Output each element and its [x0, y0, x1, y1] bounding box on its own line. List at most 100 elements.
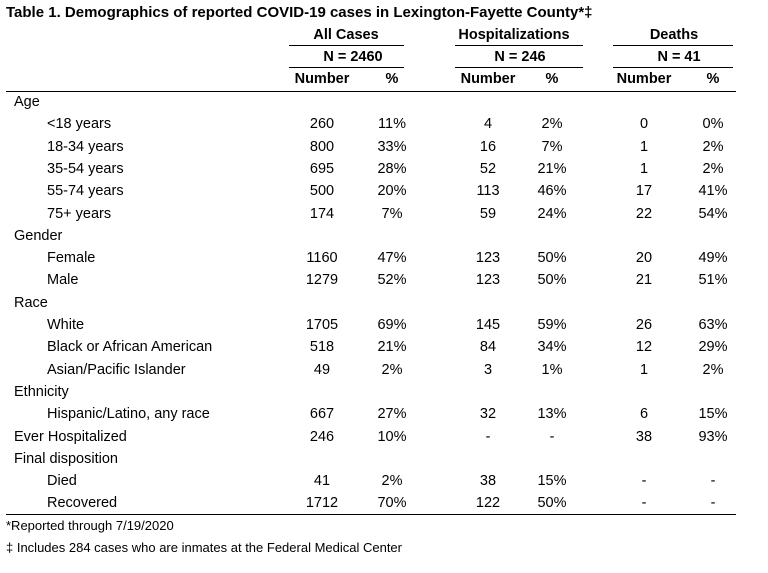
cell-percent: 7%	[541, 138, 563, 155]
group-n-all-cases: N = 2460	[323, 49, 383, 65]
cell-percent: 54%	[698, 205, 728, 222]
cell-number: 695	[309, 160, 335, 177]
cell-number: 260	[309, 116, 335, 133]
group-header-deaths: Deaths	[649, 27, 699, 43]
cell-number: 1	[639, 160, 649, 177]
header-bottom-rule	[6, 91, 736, 92]
cell-number: 145	[475, 317, 501, 333]
cell-number: 38	[635, 428, 653, 445]
row-label: Final disposition	[14, 450, 118, 467]
cell-number: 246	[309, 428, 335, 445]
cell-number: 32	[479, 406, 497, 423]
cell-percent: 13%	[537, 406, 567, 423]
row-label: Died	[47, 473, 77, 490]
row-label: Ethnicity	[14, 383, 69, 400]
cell-number: 41	[313, 473, 331, 490]
cell-percent: 0%	[702, 116, 724, 133]
cell-number: 518	[309, 339, 335, 356]
cell-percent: 1%	[541, 361, 563, 378]
cell-number: 1279	[305, 272, 339, 289]
cell-percent: 69%	[377, 317, 407, 333]
row-label: 55-74 years	[47, 183, 124, 200]
row-label: 35-54 years	[47, 160, 124, 177]
row-label: Male	[47, 272, 79, 289]
cell-percent: 33%	[377, 138, 407, 155]
row-label: <18 years	[47, 116, 112, 133]
group-n-hospitalizations: N = 246	[494, 49, 546, 65]
cell-percent: 59%	[537, 317, 567, 333]
cell-number: 1	[639, 361, 649, 378]
cell-percent: 63%	[698, 317, 728, 333]
cell-percent: 24%	[537, 205, 567, 222]
cell-percent: 7%	[381, 205, 403, 222]
cell-number: 38	[479, 473, 497, 490]
group-rule-hospitalizations	[455, 45, 583, 46]
row-label: 18-34 years	[47, 138, 124, 155]
cell-number: 20	[635, 250, 653, 267]
cell-number: 1712	[305, 495, 339, 512]
cell-percent: 52%	[377, 272, 407, 289]
cell-percent: 21%	[377, 339, 407, 356]
cell-number: -	[641, 473, 647, 490]
cell-percent: 10%	[377, 428, 407, 445]
cell-number: 123	[475, 272, 501, 289]
row-label: Race	[14, 294, 48, 311]
table-bottom-rule	[6, 514, 736, 515]
cell-percent: 2%	[541, 116, 563, 133]
cell-number: 12	[635, 339, 653, 356]
cell-percent: 41%	[698, 183, 728, 200]
cell-number: 84	[479, 339, 497, 356]
subheader-percent: %	[545, 71, 559, 87]
row-label: Black or African American	[47, 339, 213, 356]
cell-number: 17	[635, 183, 653, 200]
cell-number: 4	[483, 116, 493, 133]
cell-number: 122	[475, 495, 501, 512]
group-n-deaths: N = 41	[657, 49, 701, 65]
cell-percent: 2%	[381, 361, 403, 378]
cell-number: 1160	[306, 250, 338, 267]
cell-number: 26	[635, 317, 653, 333]
subheader-percent: %	[706, 71, 720, 87]
n-rule-all-cases	[289, 67, 404, 68]
row-label: Ever Hospitalized	[14, 428, 127, 445]
row-label: Female	[47, 250, 96, 267]
cell-percent: 50%	[537, 250, 567, 267]
cell-number: 3	[483, 361, 493, 378]
row-label: Age	[14, 94, 40, 110]
cell-percent: 21%	[537, 160, 567, 177]
cell-percent: 47%	[377, 250, 407, 267]
row-label: Hispanic/Latino, any race	[47, 406, 210, 423]
subheader-number: Number	[616, 71, 672, 87]
cell-percent: 20%	[377, 183, 407, 200]
cell-number: 49	[313, 361, 331, 378]
cell-number: 16	[479, 138, 497, 155]
cell-number: 500	[309, 183, 335, 200]
n-rule-hospitalizations	[455, 67, 583, 68]
cell-percent: 50%	[537, 272, 567, 289]
group-rule-all-cases	[289, 45, 404, 46]
cell-percent: 27%	[377, 406, 407, 423]
row-label: Recovered	[47, 495, 118, 512]
cell-percent: 11%	[378, 116, 406, 133]
cell-percent: 49%	[698, 250, 728, 267]
row-label: White	[47, 317, 85, 333]
cell-percent: 93%	[698, 428, 728, 445]
cell-percent: 50%	[537, 495, 567, 512]
cell-number: 0	[639, 116, 649, 133]
row-label: Gender	[14, 227, 63, 244]
cell-number: 59	[479, 205, 497, 222]
group-rule-deaths	[613, 45, 733, 46]
cell-number: 113	[476, 183, 500, 200]
cell-percent: 2%	[381, 473, 403, 490]
cell-percent: 28%	[377, 160, 407, 177]
cell-number: 1	[639, 138, 649, 155]
subheader-percent: %	[385, 71, 399, 87]
cell-number: 6	[639, 406, 649, 423]
cell-number: 123	[475, 250, 501, 267]
table-title: Table 1. Demographics of reported COVID-…	[6, 4, 593, 21]
cell-percent: 15%	[537, 473, 567, 490]
group-header-hospitalizations: Hospitalizations	[458, 27, 570, 43]
cell-percent: 51%	[698, 272, 728, 289]
cell-number: -	[485, 428, 491, 445]
cell-number: 22	[635, 205, 653, 222]
